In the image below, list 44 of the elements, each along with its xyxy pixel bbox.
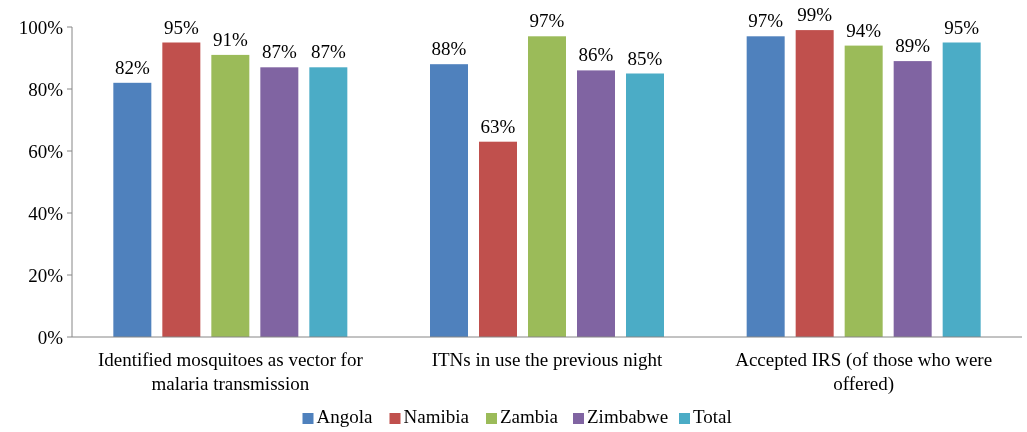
bar: [309, 67, 348, 337]
x-tick-label: Accepted IRS (of those who were offered): [735, 349, 993, 395]
y-tick-label: 100%: [18, 16, 64, 38]
bar: [942, 42, 981, 337]
legend-label: Zimbabwe: [587, 406, 669, 427]
bar: [430, 64, 468, 337]
legend-label: Angola: [316, 406, 373, 427]
x-tick-label: ITNs in use the previous night: [431, 349, 664, 370]
bar: [211, 54, 250, 337]
bar: [893, 61, 932, 337]
legend-label: Namibia: [403, 406, 470, 427]
data-label: 89%: [895, 35, 931, 57]
bar: [162, 42, 201, 337]
bar: [479, 141, 517, 337]
data-label: 88%: [431, 38, 467, 60]
y-tick-label: 80%: [28, 78, 64, 100]
bar: [528, 36, 566, 337]
bar: [626, 73, 664, 337]
data-label: 87%: [261, 41, 297, 63]
data-label: 97%: [748, 10, 784, 32]
bar: [113, 82, 152, 337]
data-label: 95%: [163, 16, 199, 38]
data-label: 85%: [627, 47, 663, 69]
y-tick-label: 40%: [28, 202, 64, 224]
data-label: 97%: [529, 10, 565, 32]
data-label: 91%: [212, 28, 248, 50]
data-label: 94%: [846, 19, 882, 41]
legend-label: Total: [693, 406, 732, 427]
data-label: 95%: [944, 16, 980, 38]
y-tick-label: 0%: [37, 326, 64, 348]
bar: [577, 70, 615, 337]
data-label: 87%: [310, 41, 346, 63]
x-tick-label: Identified mosquitoes as vector for malaria transmission: [97, 349, 364, 394]
data-label: 86%: [578, 44, 614, 66]
data-label: 82%: [114, 56, 150, 78]
bar: [795, 30, 834, 337]
bar: [746, 36, 785, 337]
y-tick-label: 20%: [28, 264, 64, 286]
y-tick-label: 60%: [28, 140, 64, 162]
bar: [260, 67, 299, 337]
bar: [844, 45, 883, 337]
data-label: 99%: [797, 4, 833, 26]
data-label: 63%: [480, 115, 516, 137]
legend-label: Zambia: [500, 406, 559, 427]
